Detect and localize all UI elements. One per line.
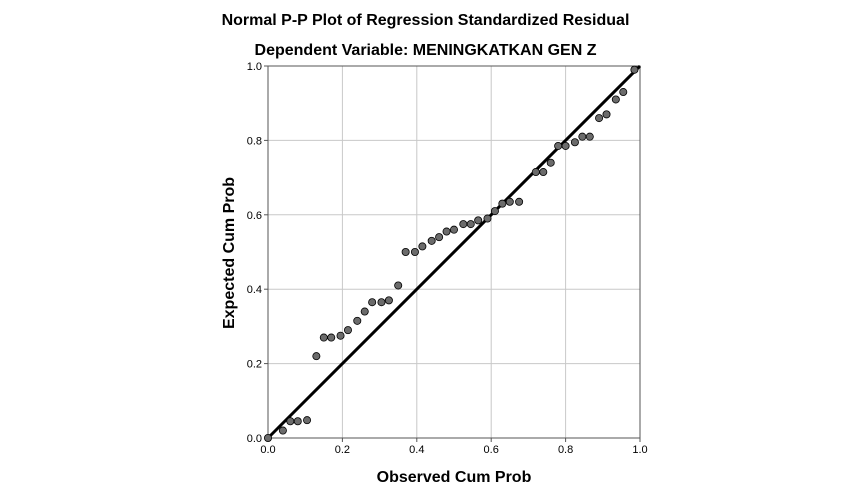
y-tick-label: 0.6 [247, 210, 262, 222]
data-point [570, 138, 579, 147]
y-tick-label: 1.0 [247, 61, 262, 73]
x-axis-label: Observed Cum Prob [376, 469, 532, 486]
data-point [384, 296, 393, 305]
data-point [611, 95, 620, 104]
data-point [303, 416, 312, 425]
x-tick-label: 0.6 [484, 444, 499, 456]
data-point [278, 426, 287, 435]
y-tick-label: 0.4 [247, 284, 262, 296]
data-point [319, 333, 328, 342]
y-tick-label: 0.2 [247, 359, 262, 371]
y-tick-label: 0.8 [247, 135, 262, 147]
data-point [327, 333, 336, 342]
data-point [418, 242, 427, 251]
data-point [505, 197, 514, 206]
data-point [602, 110, 611, 119]
x-tick-label: 0.2 [335, 444, 350, 456]
data-point [293, 417, 302, 426]
data-point [401, 247, 410, 256]
data-point [449, 225, 458, 234]
data-point [442, 227, 451, 236]
data-point [585, 132, 594, 141]
data-point [360, 307, 369, 316]
data-point [619, 88, 628, 97]
data-point [263, 433, 272, 442]
data-point [531, 168, 540, 177]
data-point [427, 236, 436, 245]
x-tick-label: 0.4 [409, 444, 424, 456]
chart-subtitle: Dependent Variable: MENINGKATKAN GEN Z [254, 42, 597, 59]
data-point [595, 114, 604, 123]
x-tick-label: 0.8 [558, 444, 573, 456]
data-point [546, 158, 555, 167]
data-point [368, 298, 377, 307]
data-point [410, 247, 419, 256]
x-tick-label: 1.0 [632, 444, 647, 456]
data-point [312, 352, 321, 361]
data-points [263, 65, 639, 442]
chart-title: Normal P-P Plot of Regression Standardiz… [221, 12, 630, 29]
y-axis-label: Expected Cum Prob [221, 176, 238, 330]
plot-frame [267, 65, 641, 439]
data-point [377, 298, 386, 307]
data-point [498, 199, 507, 208]
data-point [343, 326, 352, 335]
data-point [353, 316, 362, 325]
data-point [394, 281, 403, 290]
data-point [490, 207, 499, 216]
reference-line [266, 64, 642, 440]
data-point [561, 141, 570, 150]
data-point [483, 214, 492, 223]
data-point [539, 168, 548, 177]
data-point [474, 216, 483, 225]
data-point [630, 65, 639, 74]
data-point [515, 197, 524, 206]
data-point [286, 417, 295, 426]
data-point [336, 331, 345, 340]
data-point [578, 132, 587, 141]
y-tick-label: 0.0 [247, 433, 262, 445]
data-point [435, 233, 444, 242]
data-point [466, 220, 475, 229]
x-tick-label: 0.0 [260, 444, 275, 456]
data-point [459, 220, 468, 229]
data-point [554, 141, 563, 150]
axis-ticks: 0.0 0.2 0.4 0.6 0.8 1.0 0.0 0.2 0.4 0.6 0.8 1.0 [247, 61, 648, 456]
